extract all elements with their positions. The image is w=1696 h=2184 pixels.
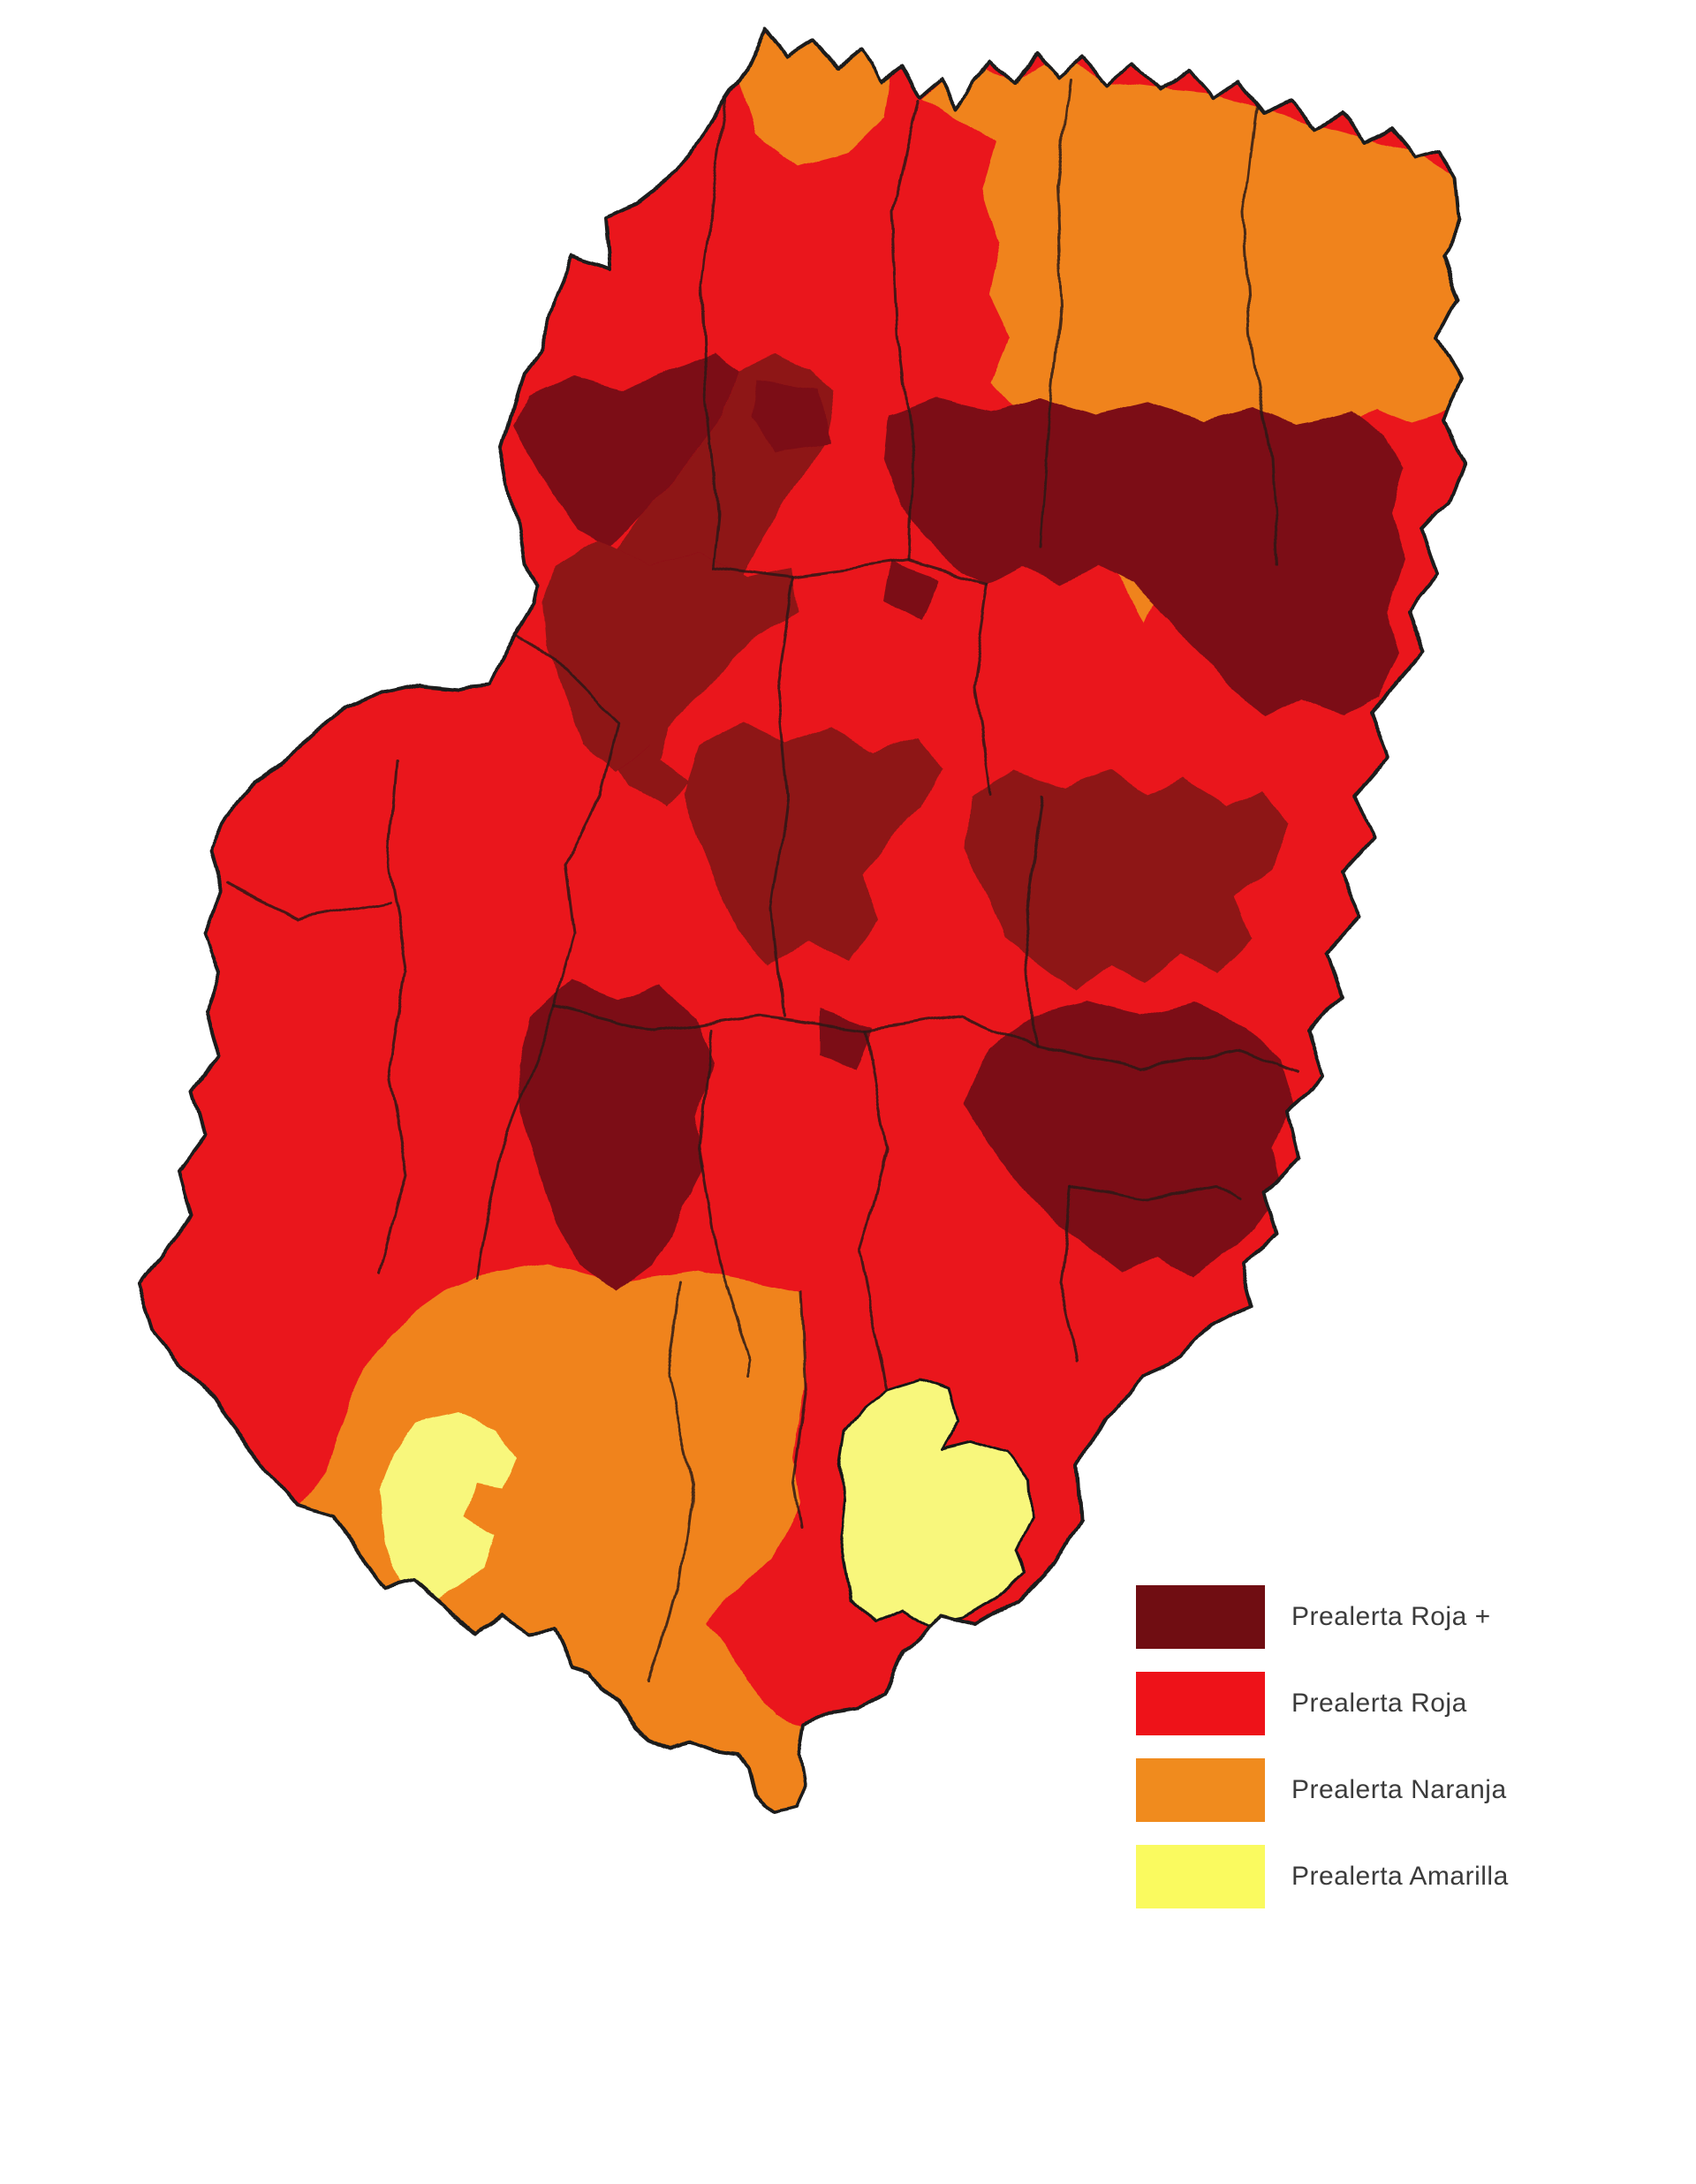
legend-swatch-prealerta-roja-plus xyxy=(1136,1585,1265,1649)
legend-row-prealerta-roja: Prealerta Roja xyxy=(1136,1672,1509,1735)
legend-label-prealerta-naranja: Prealerta Naranja xyxy=(1291,1775,1507,1804)
zone-roja-plus-small-central xyxy=(820,1009,873,1070)
legend-swatch-prealerta-roja xyxy=(1136,1672,1265,1735)
zone-roja-plus-center-small xyxy=(883,562,938,620)
legend-label-prealerta-roja-plus: Prealerta Roja + xyxy=(1291,1602,1491,1631)
zone-amarilla-southwest xyxy=(378,1413,517,1607)
comarca-borders xyxy=(226,55,1300,1681)
legend-row-prealerta-roja-plus: Prealerta Roja + xyxy=(1136,1585,1509,1649)
zone-roja-plus-center-east xyxy=(966,770,1288,991)
legend-swatch-prealerta-amarilla xyxy=(1136,1845,1265,1908)
zone-amarilla-southeast xyxy=(837,1376,1034,1627)
zone-roja-plus-south-central xyxy=(516,982,714,1291)
legend-row-prealerta-amarilla: Prealerta Amarilla xyxy=(1136,1845,1509,1908)
legend-row-prealerta-naranja: Prealerta Naranja xyxy=(1136,1758,1509,1822)
zone-roja-plus-northwest xyxy=(512,351,740,548)
legend: Prealerta Roja + Prealerta Roja Prealert… xyxy=(1136,1585,1509,1931)
zone-naranja-north-tip xyxy=(738,28,892,166)
legend-swatch-prealerta-naranja xyxy=(1136,1758,1265,1822)
zone-roja-plus-center xyxy=(682,722,941,964)
zone-roja-plus-southeast xyxy=(963,1002,1294,1276)
legend-label-prealerta-amarilla: Prealerta Amarilla xyxy=(1291,1862,1509,1891)
zone-roja-plus-north-small xyxy=(751,382,829,452)
legend-label-prealerta-roja: Prealerta Roja xyxy=(1291,1689,1467,1718)
zone-naranja-southwest xyxy=(297,1265,806,1810)
